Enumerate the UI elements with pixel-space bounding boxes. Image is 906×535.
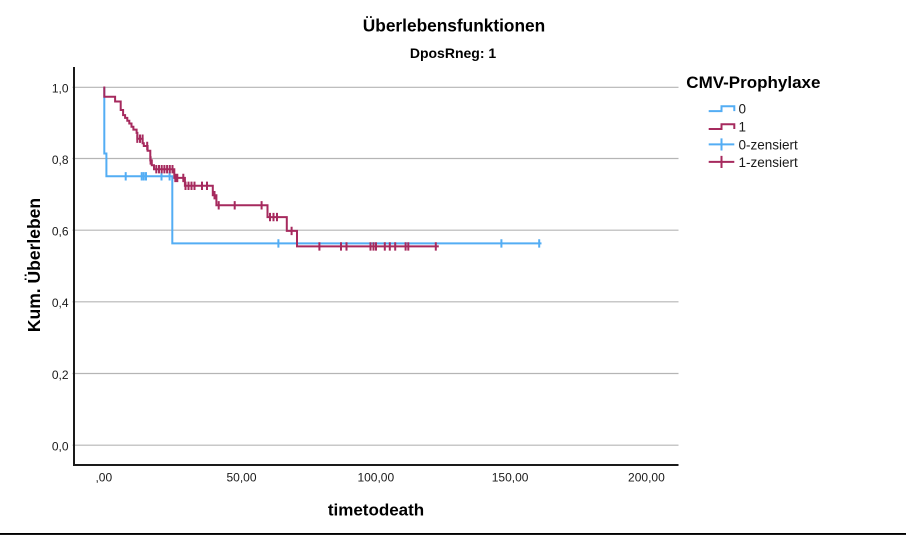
svg-text:,00: ,00 <box>95 471 112 485</box>
svg-text:1,0: 1,0 <box>52 82 69 96</box>
svg-text:200,00: 200,00 <box>628 471 665 485</box>
svg-text:1: 1 <box>739 120 747 135</box>
svg-text:Überlebensfunktionen: Überlebensfunktionen <box>363 15 545 35</box>
svg-text:150,00: 150,00 <box>492 471 529 485</box>
svg-text:0,8: 0,8 <box>52 153 69 167</box>
svg-text:0,6: 0,6 <box>52 225 69 239</box>
svg-text:1-zensiert: 1-zensiert <box>739 155 799 170</box>
svg-text:100,00: 100,00 <box>357 471 394 485</box>
svg-text:timetodeath: timetodeath <box>328 500 424 519</box>
svg-text:Kum. Überleben: Kum. Überleben <box>24 198 44 332</box>
svg-text:0,2: 0,2 <box>52 368 69 382</box>
svg-text:CMV-Prophylaxe: CMV-Prophylaxe <box>686 73 820 92</box>
svg-text:50,00: 50,00 <box>226 471 256 485</box>
svg-text:0,4: 0,4 <box>52 296 69 310</box>
svg-text:0-zensiert: 0-zensiert <box>739 137 799 152</box>
svg-text:0,0: 0,0 <box>52 440 69 454</box>
svg-text:0: 0 <box>739 102 747 117</box>
svg-text:DposRneg: 1: DposRneg: 1 <box>410 45 497 61</box>
